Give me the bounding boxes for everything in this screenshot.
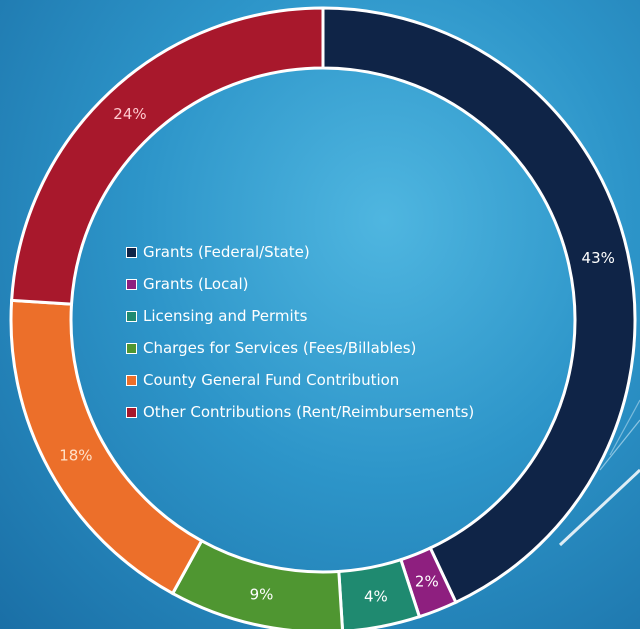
slice-label-grants-federal-state: 43% (582, 249, 615, 267)
slice-label-grants-local: 2% (415, 573, 439, 591)
legend-swatch-grants-federal-state (126, 246, 137, 258)
legend-item-grants-federal-state: Grants (Federal/State) (126, 236, 474, 268)
legend-label-grants-federal-state: Grants (Federal/State) (143, 243, 310, 261)
slice-labels-group: 43% 2% 4% 9% 18% 24% (59, 105, 615, 606)
legend-label-county-general-fund: County General Fund Contribution (143, 371, 400, 389)
legend-item-charges-for-services: Charges for Services (Fees/Billables) (126, 332, 474, 364)
legend-swatch-licensing-permits (126, 310, 137, 322)
legend-item-grants-local: Grants (Local) (126, 268, 474, 300)
slices-group (9, 6, 637, 629)
slice-other-contributions (10, 6, 325, 306)
legend: Grants (Federal/State) Grants (Local) Li… (126, 236, 474, 428)
slice-label-charges-for-services: 9% (250, 586, 274, 604)
legend-label-grants-local: Grants (Local) (143, 275, 249, 293)
legend-swatch-grants-local (126, 278, 137, 290)
slice-label-county-general-fund: 18% (59, 446, 92, 464)
legend-item-county-general-fund: County General Fund Contribution (126, 364, 474, 396)
legend-swatch-other-contributions (126, 406, 137, 418)
slice-label-other-contributions: 24% (113, 105, 146, 123)
legend-swatch-charges-for-services (126, 342, 137, 354)
legend-label-other-contributions: Other Contributions (Rent/Reimbursements… (143, 403, 475, 421)
legend-item-licensing-permits: Licensing and Permits (126, 300, 474, 332)
legend-label-charges-for-services: Charges for Services (Fees/Billables) (143, 339, 417, 357)
legend-label-licensing-permits: Licensing and Permits (143, 307, 308, 325)
slice-label-licensing-permits: 4% (364, 588, 388, 606)
legend-item-other-contributions: Other Contributions (Rent/Reimbursements… (126, 396, 474, 428)
legend-swatch-county-general-fund (126, 374, 137, 386)
slice-grants-federal-state (321, 6, 637, 605)
